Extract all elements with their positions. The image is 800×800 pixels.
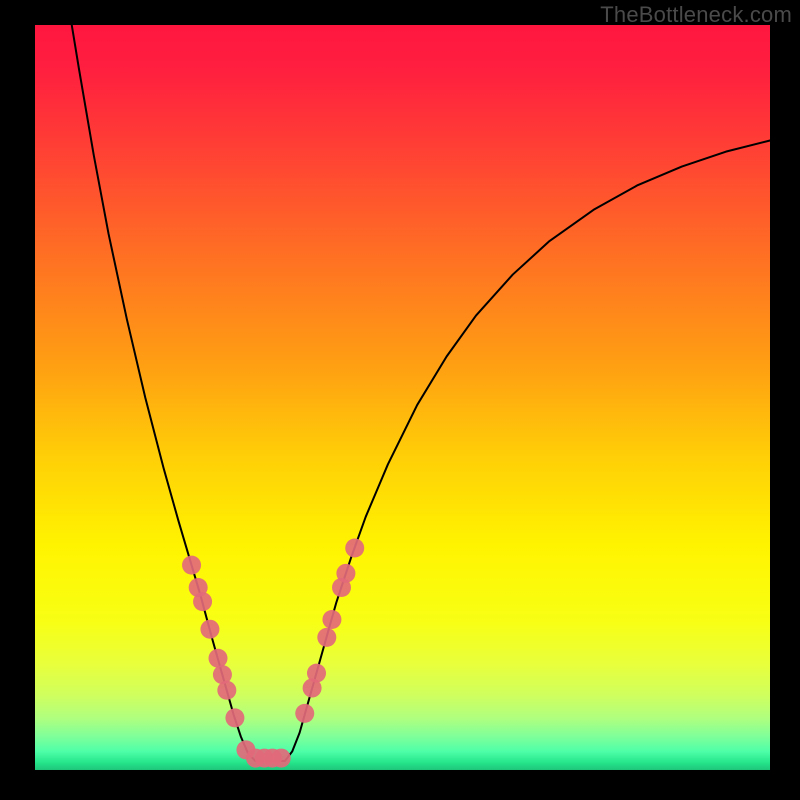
bottleneck-chart <box>0 0 800 800</box>
data-marker <box>295 704 314 723</box>
data-marker <box>200 620 219 639</box>
data-marker <box>307 664 326 683</box>
data-marker <box>272 749 291 768</box>
data-marker <box>322 610 341 629</box>
data-marker <box>317 628 336 647</box>
data-marker <box>336 564 355 583</box>
chart-container: TheBottleneck.com <box>0 0 800 800</box>
data-marker <box>193 592 212 611</box>
data-marker <box>209 649 228 668</box>
data-marker <box>217 681 236 700</box>
watermark-text: TheBottleneck.com <box>600 2 792 28</box>
data-marker <box>225 708 244 727</box>
data-marker <box>345 538 364 557</box>
data-marker <box>182 556 201 575</box>
